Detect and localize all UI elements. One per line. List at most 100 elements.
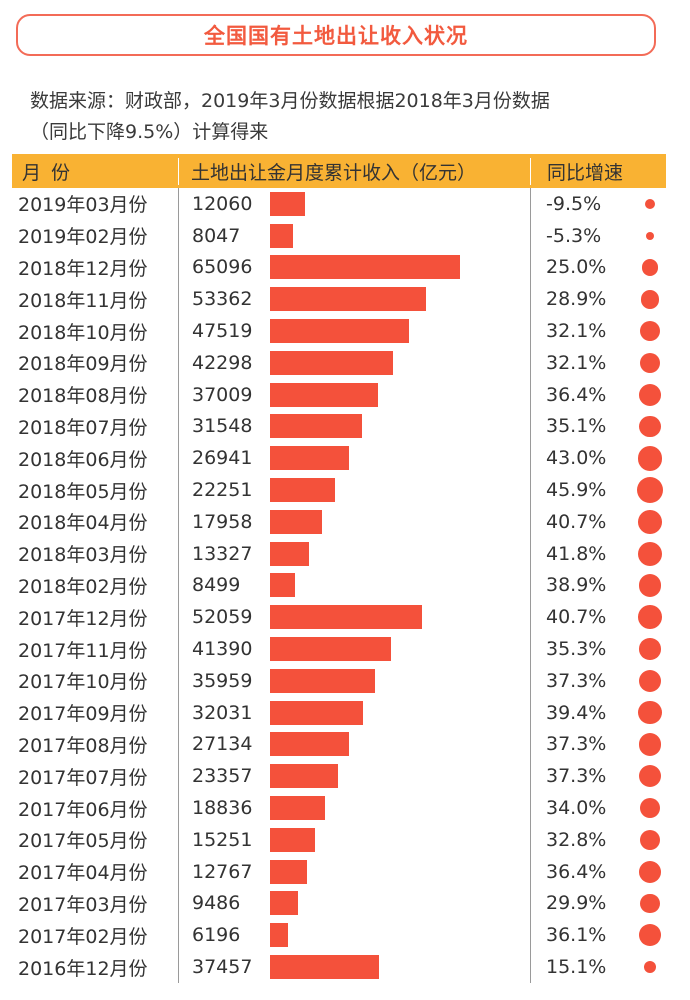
income-value: 17958 — [192, 510, 253, 533]
income-value: 53362 — [192, 288, 253, 311]
month-cell: 2018年10月份 — [18, 321, 148, 344]
growth-dot — [640, 352, 660, 373]
month-cell: 2018年02月份 — [18, 575, 148, 598]
table-row: 2017年09月份 32031 39.4% — [12, 697, 666, 729]
income-bar — [270, 732, 350, 757]
growth-dot — [638, 509, 662, 534]
growth-dot — [638, 765, 662, 788]
income-value: 8499 — [192, 574, 241, 597]
income-bar — [270, 955, 380, 980]
income-value: 26941 — [192, 447, 253, 470]
growth-cell: 38.9% — [530, 570, 666, 600]
table-header: 月份 土地出让金月度累计收入（亿元） 同比增速 — [12, 154, 666, 188]
growth-cell: 36.4% — [530, 857, 666, 887]
growth-dot — [638, 701, 662, 725]
income-cell: 27134 — [178, 732, 530, 757]
growth-value: 34.0% — [546, 797, 607, 820]
income-cell: 35959 — [178, 668, 530, 693]
growth-value: 38.9% — [546, 574, 607, 597]
income-cell: 65096 — [178, 255, 530, 280]
income-cell: 37009 — [178, 382, 530, 407]
month-cell: 2018年12月份 — [18, 257, 148, 280]
income-cell: 26941 — [178, 446, 530, 471]
income-bar — [270, 255, 460, 280]
table-row: 2018年03月份 13327 41.8% — [12, 538, 666, 570]
month-cell: 2018年05月份 — [18, 480, 148, 503]
growth-dot — [639, 638, 661, 660]
growth-dot — [639, 383, 661, 406]
income-bar — [270, 478, 335, 503]
growth-value: 43.0% — [546, 447, 607, 470]
growth-value: 29.9% — [546, 892, 607, 915]
growth-cell: 37.3% — [530, 729, 666, 759]
table-row: 2018年04月份 17958 40.7% — [12, 506, 666, 538]
growth-cell: 29.9% — [530, 888, 666, 918]
income-cell: 12060 — [178, 191, 530, 216]
table-row: 2019年02月份 8047 -5.3% — [12, 220, 666, 252]
month-cell: 2017年04月份 — [18, 862, 148, 885]
income-value: 65096 — [192, 256, 253, 279]
growth-dot — [638, 669, 662, 692]
month-cell: 2017年02月份 — [18, 925, 148, 948]
income-cell: 6196 — [178, 923, 530, 948]
income-bar — [270, 350, 394, 375]
table-row: 2017年10月份 35959 37.3% — [12, 665, 666, 697]
growth-value: -9.5% — [546, 192, 602, 215]
month-cell: 2017年08月份 — [18, 734, 148, 757]
income-cell: 8499 — [178, 573, 530, 598]
growth-cell: 39.4% — [530, 698, 666, 728]
growth-value: 28.9% — [546, 288, 607, 311]
income-bar — [270, 796, 325, 821]
growth-value: 36.4% — [546, 383, 607, 406]
table-row: 2019年03月份 12060 -9.5% — [12, 188, 666, 220]
income-cell: 8047 — [178, 223, 530, 248]
growth-value: 32.1% — [546, 320, 607, 343]
income-value: 18836 — [192, 797, 253, 820]
title-box: 全国国有土地出让收入状况 — [16, 14, 656, 56]
month-cell: 2017年03月份 — [18, 893, 148, 916]
table-row: 2018年11月份 53362 28.9% — [12, 283, 666, 315]
page-title: 全国国有土地出让收入状况 — [204, 24, 468, 48]
table-row: 2018年06月份 26941 43.0% — [12, 442, 666, 474]
growth-dot — [644, 198, 656, 209]
table-row: 2018年08月份 37009 36.4% — [12, 379, 666, 411]
income-cell: 37457 — [178, 955, 530, 980]
growth-value: 37.3% — [546, 765, 607, 788]
header-income: 土地出让金月度累计收入（亿元） — [178, 157, 530, 185]
income-cell: 42298 — [178, 350, 530, 375]
source-line-1: 数据来源：财政部，2019年3月份数据根据2018年3月份数据 — [30, 90, 550, 112]
column-divider — [530, 188, 531, 983]
growth-cell: 40.7% — [530, 602, 666, 632]
income-cell: 18836 — [178, 796, 530, 821]
growth-dot — [639, 924, 661, 947]
income-value: 37457 — [192, 956, 253, 979]
table-body: 2019年03月份 12060 -9.5% 2019年02月份 8047 -5.3% 201… — [12, 188, 666, 983]
income-cell: 41390 — [178, 637, 530, 662]
table-row: 2016年12月份 37457 15.1% — [12, 951, 666, 983]
income-bar — [270, 605, 422, 630]
table-row: 2017年03月份 9486 29.9% — [12, 888, 666, 920]
table-row: 2018年07月份 31548 35.1% — [12, 411, 666, 443]
income-bar — [270, 382, 379, 407]
income-cell: 31548 — [178, 414, 530, 439]
growth-value: -5.3% — [546, 224, 602, 247]
income-value: 9486 — [192, 892, 241, 915]
income-value: 22251 — [192, 479, 253, 502]
table-row: 2017年11月份 41390 35.3% — [12, 633, 666, 665]
growth-dot — [638, 573, 662, 597]
income-value: 37009 — [192, 383, 253, 406]
growth-dot — [639, 860, 661, 883]
month-cell: 2018年11月份 — [18, 289, 148, 312]
income-bar — [270, 414, 363, 439]
growth-value: 35.3% — [546, 638, 607, 661]
income-cell: 53362 — [178, 287, 530, 312]
growth-cell: -9.5% — [530, 189, 666, 219]
income-value: 32031 — [192, 701, 253, 724]
table-row: 2017年06月份 18836 34.0% — [12, 792, 666, 824]
income-bar — [270, 637, 391, 662]
growth-cell: 32.1% — [530, 316, 666, 346]
income-bar — [270, 859, 308, 884]
data-table: 月份 土地出让金月度累计收入（亿元） 同比增速 2019年03月份 12060 -9… — [12, 154, 666, 983]
income-bar — [270, 446, 349, 471]
growth-value: 39.4% — [546, 701, 607, 724]
